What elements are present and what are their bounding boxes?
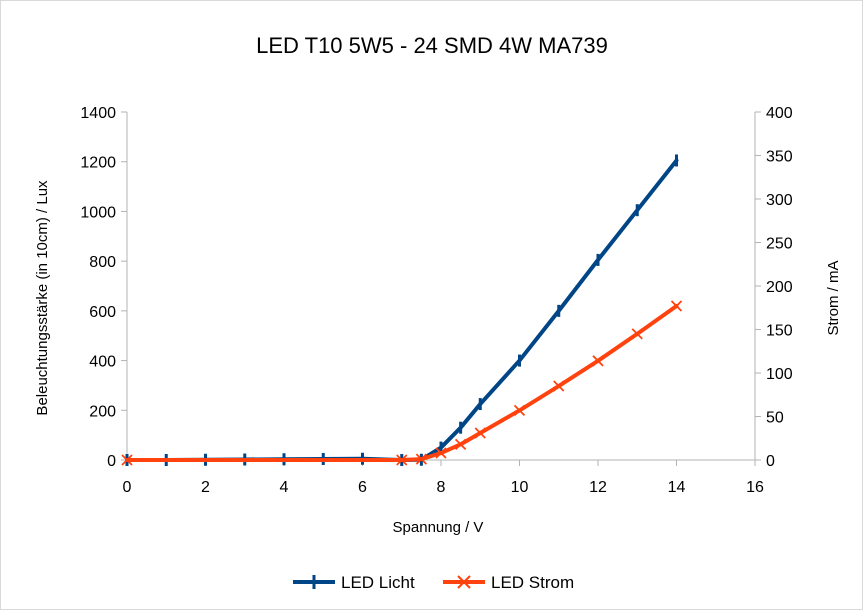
marker-stroke xyxy=(415,453,428,465)
x-tick-label: 2 xyxy=(201,479,210,496)
chart-title: LED T10 5W5 - 24 SMD 4W MA739 xyxy=(256,33,608,58)
led-strom-point xyxy=(631,328,643,340)
y-tick-label: 1200 xyxy=(80,155,116,172)
y2-tick-label: 100 xyxy=(766,366,793,383)
legend-label: LED Strom xyxy=(491,573,574,592)
y-axis-title: Beleuchtungsstärke (in 10cm) / Lux xyxy=(34,180,51,416)
marker-stroke xyxy=(396,454,408,466)
marker-stroke xyxy=(592,355,604,367)
led-strom-point xyxy=(454,438,467,450)
marker-stroke xyxy=(121,454,133,466)
led-strom-line xyxy=(125,304,679,462)
y2-tick-label: 50 xyxy=(766,410,784,427)
x-tick-label: 8 xyxy=(437,479,446,496)
x-tick-label: 12 xyxy=(589,479,607,496)
legend: LED Licht LED Strom xyxy=(293,573,574,592)
legend-item-led-strom: LED Strom xyxy=(443,573,574,592)
led-strom-point xyxy=(415,453,428,465)
y-tick-label: 400 xyxy=(89,354,116,371)
led-strom-point xyxy=(553,380,565,392)
x-tick-label: 14 xyxy=(668,479,686,496)
x-tick-label: 4 xyxy=(280,479,289,496)
led-strom-point xyxy=(121,454,133,466)
led-strom-point xyxy=(435,447,447,459)
led-strom-point xyxy=(396,454,408,466)
y2-tick-label: 150 xyxy=(766,323,793,340)
y-tick-label: 1000 xyxy=(80,204,116,221)
legend-label: LED Licht xyxy=(341,573,415,592)
y2-tick-label: 400 xyxy=(766,105,793,122)
axes: 0 2 4 6 8 10 12 14 16020040060080010001200140005… xyxy=(80,105,792,496)
y-tick-label: 1400 xyxy=(80,105,116,122)
marker-stroke xyxy=(631,328,643,340)
y-tick-label: 800 xyxy=(89,254,116,271)
led-strom-point xyxy=(592,355,604,367)
led-strom-point xyxy=(474,427,486,439)
y-tick-label: 200 xyxy=(89,403,116,420)
y-tick-label: 0 xyxy=(107,453,116,470)
y2-tick-label: 300 xyxy=(766,192,793,209)
marker-stroke xyxy=(454,438,467,450)
x-tick-label: 0 xyxy=(123,479,132,496)
led-strom-point xyxy=(670,300,683,312)
led-licht-line xyxy=(125,158,679,462)
x-tick-label: 6 xyxy=(358,479,367,496)
legend-item-led-licht: LED Licht xyxy=(293,573,415,592)
x-axis-title: Spannung / V xyxy=(393,519,484,536)
y2-tick-label: 350 xyxy=(766,149,793,166)
y-tick-label: 600 xyxy=(89,304,116,321)
y2-tick-label: 200 xyxy=(766,279,793,296)
plot-series xyxy=(121,154,683,466)
y2-tick-label: 0 xyxy=(766,453,775,470)
led-strom-point xyxy=(513,404,526,417)
x-tick-label: 16 xyxy=(746,479,764,496)
y2-tick-label: 250 xyxy=(766,236,793,253)
x-tick-label: 10 xyxy=(511,479,529,496)
marker-stroke xyxy=(553,380,565,392)
marker-stroke xyxy=(474,427,486,439)
marker-stroke xyxy=(670,300,683,312)
marker-stroke xyxy=(435,447,447,459)
legend-marker xyxy=(457,575,471,589)
marker-stroke xyxy=(513,404,526,417)
y2-axis-title: Strom / mA xyxy=(825,260,842,335)
